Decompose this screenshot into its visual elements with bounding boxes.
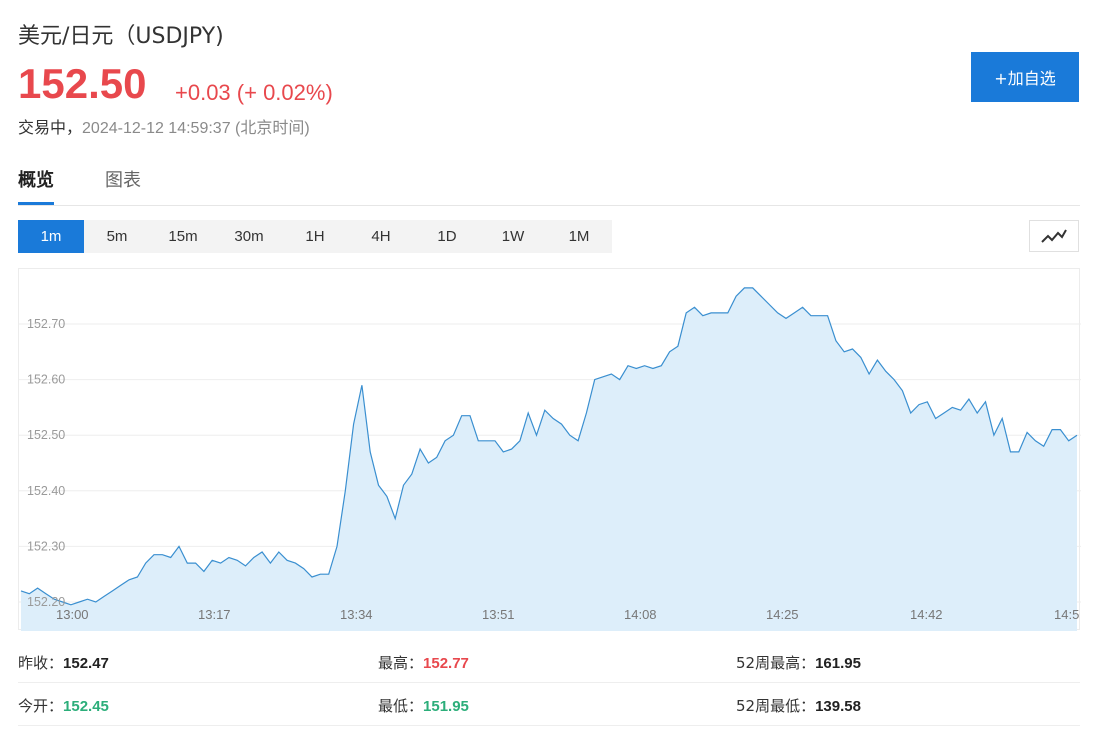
stat-value: 151.95 [423, 698, 469, 715]
line-chart-icon [1041, 229, 1067, 243]
y-tick-label: 152.20 [27, 595, 65, 609]
price-line [20, 287, 1078, 606]
tab-overview[interactable]: 概览 [18, 166, 54, 205]
stat-label: 52周最高： [736, 654, 816, 672]
current-price: 152.50 [18, 60, 147, 107]
period-1mo[interactable]: 1M [568, 228, 590, 245]
price-change: +0.03 (+ 0.02%) [175, 80, 333, 105]
stats-table: 昨收：152.47 最高：152.77 52周最高：161.95 今开：152.… [18, 640, 1080, 726]
trade-timestamp: 2024-12-12 14:59:37 (北京时间) [82, 120, 310, 137]
add-watchlist-button[interactable]: +加自选 [971, 52, 1079, 102]
stat-value: 152.77 [423, 655, 469, 672]
x-tick-label: 13:34 [340, 607, 373, 622]
page-title: 美元/日元（USDJPY) [18, 24, 224, 49]
y-tick-label: 152.40 [27, 484, 65, 498]
stat-high: 最高：152.77 [378, 652, 469, 673]
x-tick-label: 13:00 [56, 607, 89, 622]
trade-status: 交易中，2024-12-12 14:59:37 (北京时间) [18, 114, 310, 138]
period-selector: 1m 5m 15m 30m 1H 4H 1D 1W 1M [18, 220, 612, 253]
stats-row: 昨收：152.47 最高：152.77 52周最高：161.95 [18, 640, 1080, 683]
period-1m[interactable]: 1m [18, 220, 84, 253]
stat-open: 今开：152.45 [18, 695, 109, 716]
x-tick-label: 14:25 [766, 607, 799, 622]
stat-prev-close: 昨收：152.47 [18, 652, 109, 673]
period-15m[interactable]: 15m [168, 228, 198, 245]
tab-bar: 概览 图表 [18, 164, 1080, 206]
period-1w[interactable]: 1W [501, 228, 525, 245]
stats-row: 今开：152.45 最低：151.95 52周最低：139.58 [18, 683, 1080, 726]
price-area [21, 287, 1077, 631]
tab-chart[interactable]: 图表 [105, 170, 141, 191]
x-tick-label: 13:17 [198, 607, 231, 622]
stat-value: 161.95 [815, 655, 861, 672]
stat-label: 昨收： [18, 654, 64, 672]
stat-value: 139.58 [815, 698, 861, 715]
stat-label: 最低： [378, 697, 424, 715]
y-tick-label: 152.30 [27, 539, 65, 553]
stat-value: 152.47 [63, 655, 109, 672]
stat-label: 52周最低： [736, 697, 816, 715]
trade-status-label: 交易中， [18, 118, 83, 137]
chart-type-button[interactable] [1029, 220, 1079, 252]
y-tick-label: 152.70 [27, 317, 65, 331]
stat-value: 152.45 [63, 698, 109, 715]
stat-low: 最低：151.95 [378, 695, 469, 716]
x-tick-label: 13:51 [482, 607, 515, 622]
period-30m[interactable]: 30m [234, 228, 264, 245]
period-5m[interactable]: 5m [106, 228, 128, 245]
stat-label: 最高： [378, 654, 424, 672]
period-4h[interactable]: 4H [371, 228, 391, 245]
y-tick-label: 152.50 [27, 428, 65, 442]
x-tick-label: 14:5 [1054, 607, 1079, 622]
stat-52w-low: 52周最低：139.58 [736, 695, 861, 716]
y-tick-label: 152.60 [27, 373, 65, 387]
price-chart[interactable]: 152.70 152.60 152.50 152.40 152.30 152.20 13:0… [18, 268, 1081, 631]
price-chart-svg: 152.70 152.60 152.50 152.40 152.30 152.2013:0… [19, 287, 1081, 631]
stat-label: 今开： [18, 697, 64, 715]
stat-52w-high: 52周最高：161.95 [736, 652, 861, 673]
period-1d[interactable]: 1D [437, 228, 457, 245]
x-tick-label: 14:42 [910, 607, 943, 622]
x-tick-label: 14:08 [624, 607, 657, 622]
period-1h[interactable]: 1H [305, 228, 325, 245]
